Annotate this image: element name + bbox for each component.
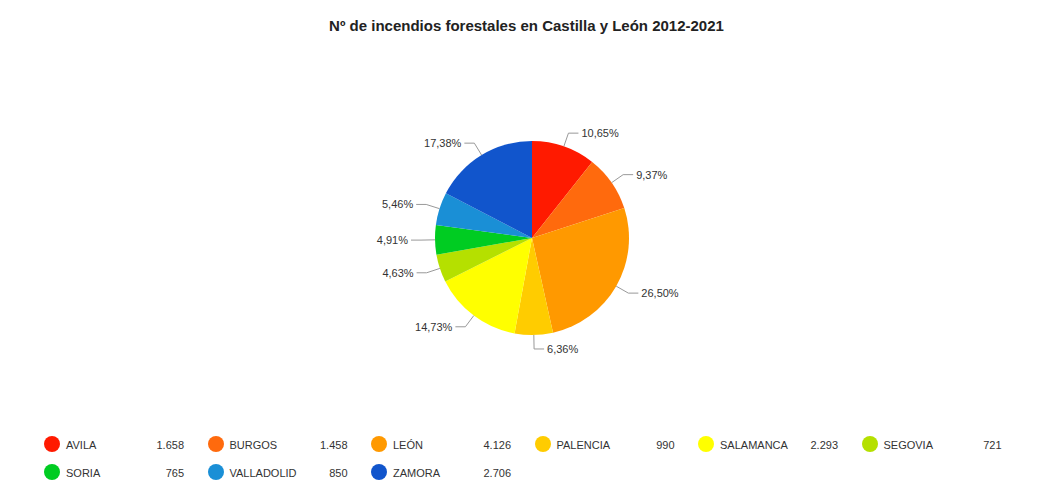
svg-text:26,50%: 26,50% <box>641 287 679 299</box>
html-text:1.658: 1.658 <box>156 439 184 451</box>
html-text:ZAMORA: ZAMORA <box>393 467 441 479</box>
svg-text:9,37%: 9,37% <box>636 169 667 181</box>
html-text:4.126: 4.126 <box>483 439 511 451</box>
html-text:BURGOS: BURGOS <box>229 439 278 451</box>
svg-text:10,65%: 10,65% <box>581 127 619 139</box>
html-text:765: 765 <box>165 467 184 479</box>
svg-text:14,73%: 14,73% <box>415 321 453 333</box>
svg-text:17,38%: 17,38% <box>424 137 462 149</box>
svg-text:4,63%: 4,63% <box>382 267 413 279</box>
html-text:2.293: 2.293 <box>810 439 838 451</box>
html-text:SALAMANCA: SALAMANCA <box>720 439 788 451</box>
html-text:2.706: 2.706 <box>483 467 511 479</box>
html-text:PALENCIA: PALENCIA <box>556 439 611 451</box>
svg-text:6,36%: 6,36% <box>547 343 578 355</box>
html-text:721: 721 <box>983 439 1002 451</box>
html-text:LEÓN: LEÓN <box>393 439 423 451</box>
svg-text:4,91%: 4,91% <box>377 234 408 246</box>
html-text:850: 850 <box>329 467 348 479</box>
html-text:SORIA: SORIA <box>66 467 101 479</box>
svg-text:5,46%: 5,46% <box>382 198 413 210</box>
html-text:SEGOVIA: SEGOVIA <box>883 439 933 451</box>
html-text:AVILA: AVILA <box>66 439 97 451</box>
html-text:VALLADOLID: VALLADOLID <box>229 467 297 479</box>
html-text:1.458: 1.458 <box>320 439 348 451</box>
html-text:Nº de incendios forestales en: Nº de incendios forestales en Castilla y… <box>329 17 724 34</box>
html-text:990: 990 <box>656 439 675 451</box>
